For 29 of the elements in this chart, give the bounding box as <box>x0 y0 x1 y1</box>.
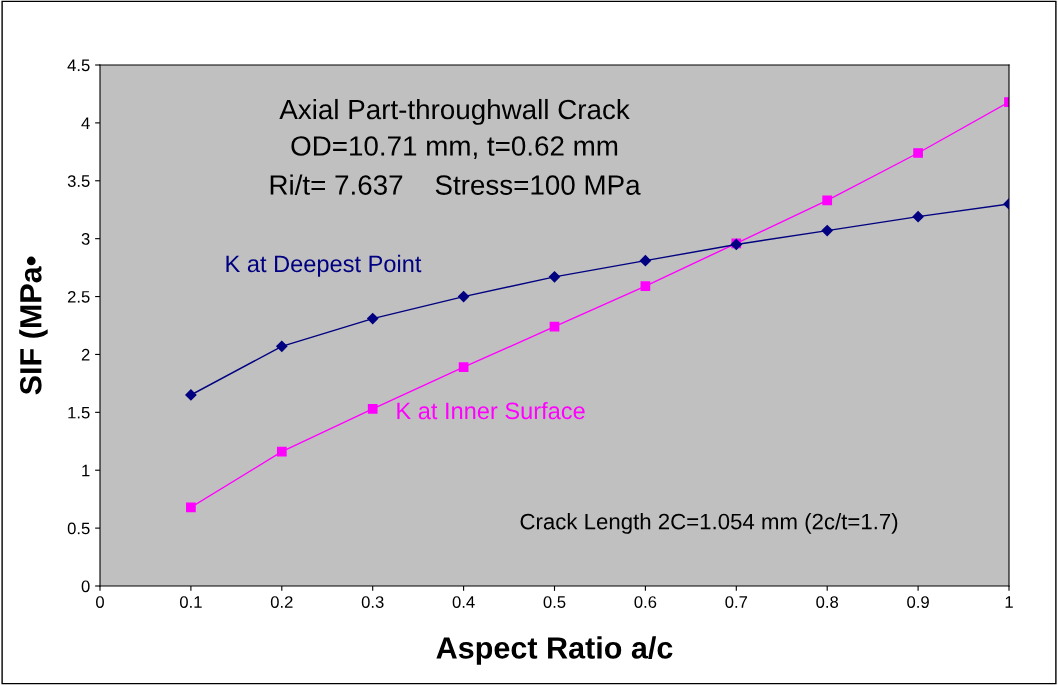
y-tick-label: 1 <box>82 464 90 477</box>
annotation: Crack Length 2C=1.054 mm (2c/t=1.7) <box>520 513 898 534</box>
y-tick-label: 4 <box>81 117 90 129</box>
y-tick-label: 0 <box>81 580 90 593</box>
x-tick-label: 0.9 <box>907 596 929 608</box>
x-tick-label: 0.8 <box>816 596 839 608</box>
y-axis-title: SIF (MPa• <box>19 256 48 395</box>
x-tick-label: 0.2 <box>270 596 293 608</box>
x-tick-label: 0.5 <box>543 596 566 608</box>
series-label: K at Inner Surface <box>397 401 585 420</box>
x-tick-label: 0.7 <box>725 596 748 608</box>
y-tick-label: 0.5 <box>67 522 90 535</box>
annotation: Axial Part-throughwall Crack <box>279 98 630 125</box>
x-tick-label: 1 <box>1005 596 1013 608</box>
y-tick-label: 2.5 <box>67 290 90 303</box>
series-label: K at Deepest Point <box>226 254 422 277</box>
annotation: OD=10.71 mm, t=0.62 mm <box>291 136 618 160</box>
x-axis-title: Aspect Ratio a/c <box>436 636 673 665</box>
y-tick-label: 4.5 <box>67 59 90 72</box>
x-tick-label: 0.3 <box>361 596 384 608</box>
y-tick-label: 3.5 <box>67 175 90 187</box>
x-tick-label: 0 <box>96 596 104 608</box>
annotation: Ri/t= 7.637 Stress=100 MPa <box>270 174 641 195</box>
x-tick-label: 0.1 <box>179 596 202 608</box>
y-tick-label: 2 <box>81 348 90 361</box>
x-tick-label: 0.4 <box>452 596 475 608</box>
x-tick-label: 0.6 <box>634 596 657 608</box>
y-tick-label: 1.5 <box>68 406 90 419</box>
y-tick-label: 3 <box>81 233 90 245</box>
